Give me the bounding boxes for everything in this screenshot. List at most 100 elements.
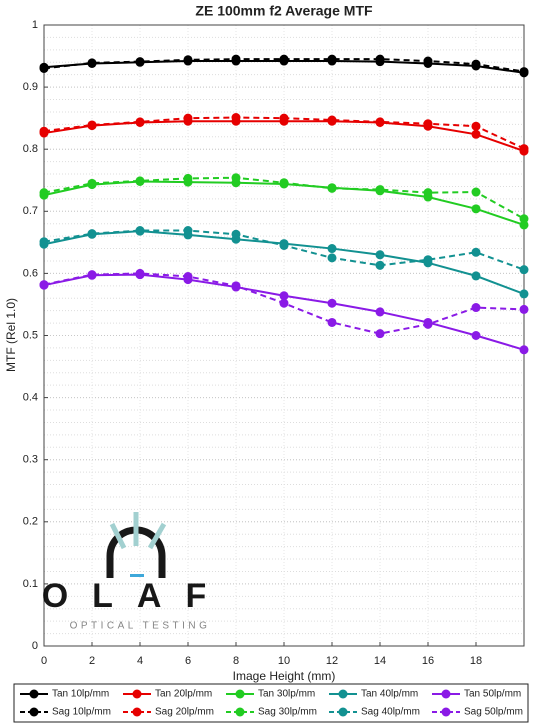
data-point [279,291,289,301]
data-point [471,204,481,214]
data-point [327,54,337,64]
x-tick-label: 4 [137,655,143,667]
y-tick-label: 0.9 [23,81,38,93]
y-tick-label: 0.7 [23,205,38,217]
data-point [327,253,337,263]
x-tick-label: 0 [41,655,47,667]
data-point [183,113,193,123]
x-tick-label: 10 [278,655,290,667]
data-point [279,113,289,123]
x-tick-label: 14 [374,655,386,667]
data-point [423,319,433,329]
data-point [135,176,145,186]
plot-frame [43,24,525,647]
legend-marker [441,689,451,699]
legend-label: Sag 10lp/mm [52,707,111,718]
watermark-logo: OLAF OPTICAL TESTING [42,512,231,632]
data-point [87,120,97,130]
legend-marker [29,689,39,699]
data-point [39,280,49,290]
data-point [183,173,193,183]
legend-label: Tan 30lp/mm [258,689,315,700]
data-point [327,298,337,308]
data-point [135,226,145,236]
data-point [519,345,529,355]
data-point [423,188,433,198]
data-point [39,126,49,136]
data-point [231,229,241,239]
data-point [87,178,97,188]
legend-marker [338,707,348,717]
y-tick-label: 0.3 [23,454,38,466]
data-point [471,59,481,69]
data-point [183,226,193,236]
data-point [471,129,481,139]
legend-box [13,683,529,723]
legend-label: Sag 50lp/mm [464,707,523,718]
legend-marker [132,689,142,699]
legend-label: Tan 20lp/mm [155,689,212,700]
data-point [279,54,289,64]
x-tick-label: 2 [89,655,95,667]
data-point [471,247,481,257]
y-tick-label: 1 [32,19,38,31]
legend-label: Tan 50lp/mm [464,689,521,700]
data-point [39,188,49,198]
data-point [231,113,241,123]
watermark-title: OLAF [42,577,231,615]
data-point [471,331,481,340]
data-point [231,281,241,291]
legend-label: Sag 40lp/mm [361,707,420,718]
legend-label: Sag 30lp/mm [258,707,317,718]
data-point [519,144,529,154]
data-point [39,237,49,247]
data-point [279,240,289,250]
legend-marker [235,689,245,699]
data-point [471,121,481,131]
data-point [135,268,145,278]
data-point [87,58,97,68]
data-point [279,298,289,308]
y-tick-label: 0.2 [23,516,38,528]
data-point [327,183,337,193]
legend-marker [29,707,39,717]
data-point [183,55,193,65]
legend-marker [132,707,142,717]
data-point [519,67,529,77]
data-point [375,307,385,317]
data-point [375,260,385,270]
data-point [423,56,433,66]
data-point [471,271,481,281]
legend-marker [235,707,245,717]
chart-title: ZE 100mm f2 Average MTF [195,3,373,19]
data-point [327,317,337,327]
plot-area [43,24,525,647]
y-tick-label: 0 [32,640,38,652]
x-tick-label: 16 [422,655,434,667]
data-point [135,57,145,67]
y-axis-label: MTF (Rel 1.0) [4,298,18,372]
data-point [375,117,385,127]
y-tick-label: 0.4 [23,392,38,404]
data-point [135,117,145,127]
data-point [471,187,481,197]
data-point [471,303,481,313]
legend-label: Tan 40lp/mm [361,689,418,700]
legend-marker [338,689,348,699]
data-point [375,54,385,64]
x-tick-label: 12 [326,655,338,667]
data-point [327,115,337,125]
legend-marker [441,707,451,717]
x-tick-label: 8 [233,655,239,667]
data-point [519,214,529,224]
data-point [87,229,97,239]
data-point [519,304,529,314]
data-point [279,178,289,188]
x-axis-label: Image Height (mm) [233,669,336,683]
data-point [423,119,433,129]
legend-label: Sag 20lp/mm [155,707,214,718]
y-tick-label: 0.1 [23,578,38,590]
data-point [327,244,337,254]
